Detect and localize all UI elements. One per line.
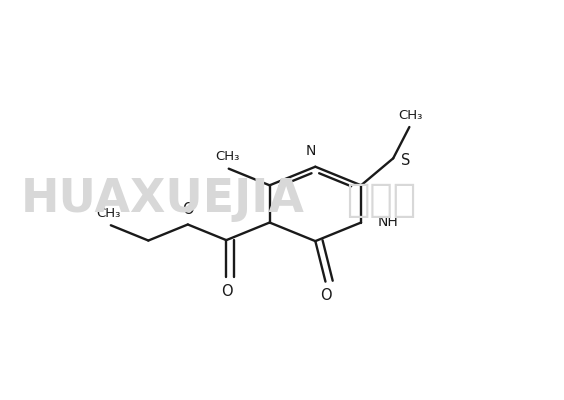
Text: S: S — [401, 153, 411, 168]
Text: N: N — [306, 144, 316, 158]
Text: 化学加: 化学加 — [346, 181, 416, 219]
Text: O: O — [320, 288, 332, 303]
Text: CH₃: CH₃ — [96, 207, 120, 220]
Text: NH: NH — [378, 215, 399, 229]
Text: O: O — [221, 284, 233, 299]
Text: HUAXUEJIA: HUAXUEJIA — [21, 178, 305, 222]
Text: CH₃: CH₃ — [398, 108, 422, 122]
Text: CH₃: CH₃ — [215, 150, 239, 163]
Text: O: O — [183, 202, 194, 218]
